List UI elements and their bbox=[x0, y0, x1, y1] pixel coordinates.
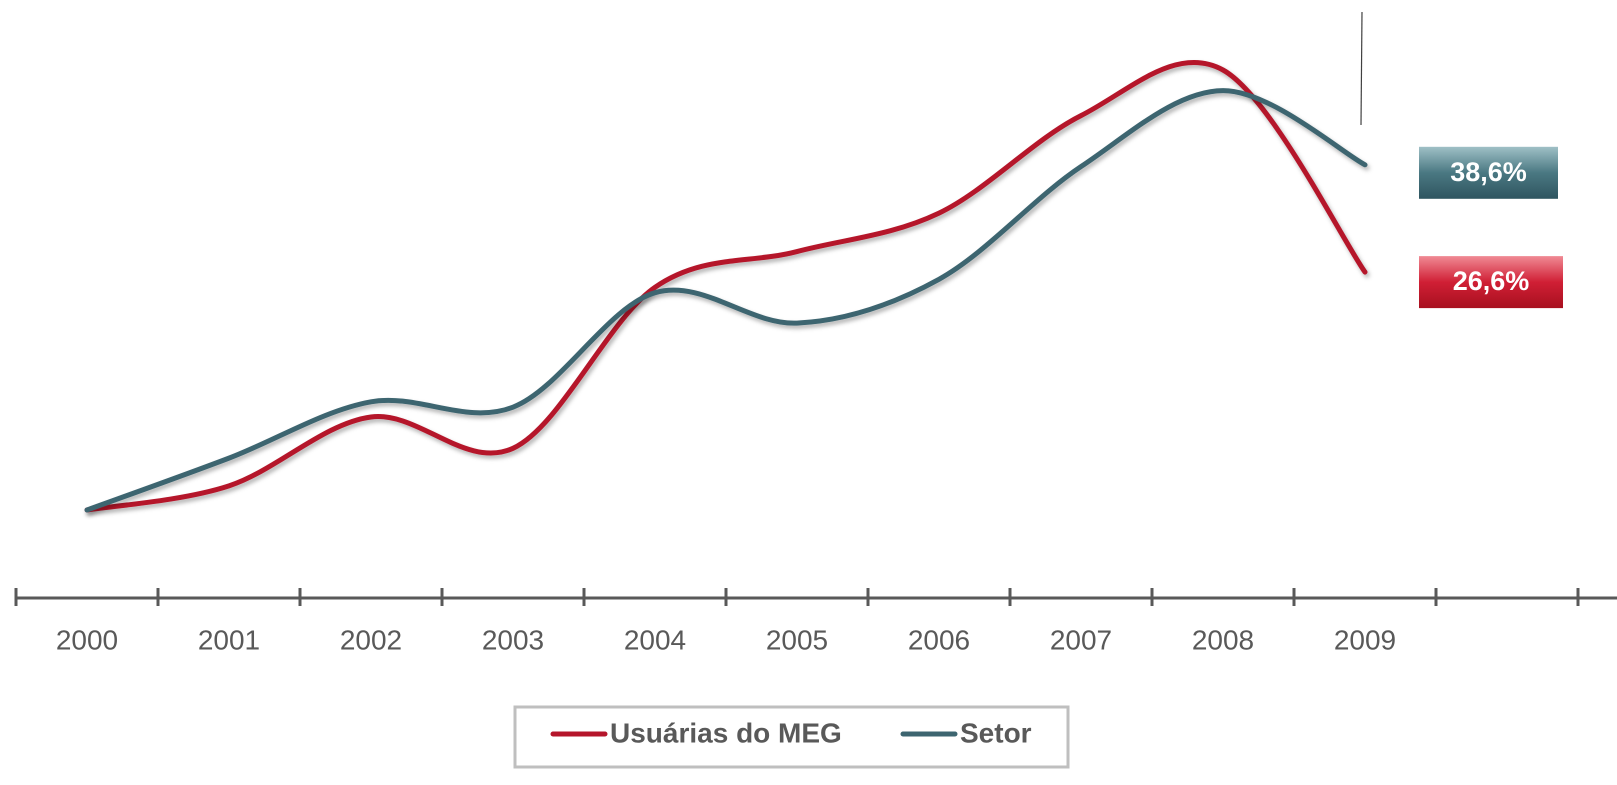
x-tick-label: 2004 bbox=[624, 624, 686, 655]
legend-label: Usuárias do MEG bbox=[610, 717, 842, 748]
x-tick-label: 2005 bbox=[766, 624, 828, 655]
x-tick-label: 2000 bbox=[56, 624, 118, 655]
line-series bbox=[84, 59, 1368, 513]
x-tick-label: 2001 bbox=[198, 624, 260, 655]
legend bbox=[513, 705, 1070, 769]
legend-label: Setor bbox=[960, 717, 1032, 748]
value-label: 26,6% bbox=[1453, 266, 1530, 296]
x-tick-label: 2007 bbox=[1050, 624, 1112, 655]
value-label: 38,6% bbox=[1450, 157, 1527, 187]
x-tick-label: 2002 bbox=[340, 624, 402, 655]
x-tick-label: 2008 bbox=[1192, 624, 1254, 655]
line-series bbox=[84, 88, 1368, 513]
value-label-box bbox=[1419, 256, 1563, 309]
x-tick-label: 2006 bbox=[908, 624, 970, 655]
marker-line bbox=[1360, 11, 1363, 126]
x-tick-label: 2009 bbox=[1334, 624, 1396, 655]
value-label-box bbox=[1419, 146, 1558, 199]
x-tick-label: 2003 bbox=[482, 624, 544, 655]
